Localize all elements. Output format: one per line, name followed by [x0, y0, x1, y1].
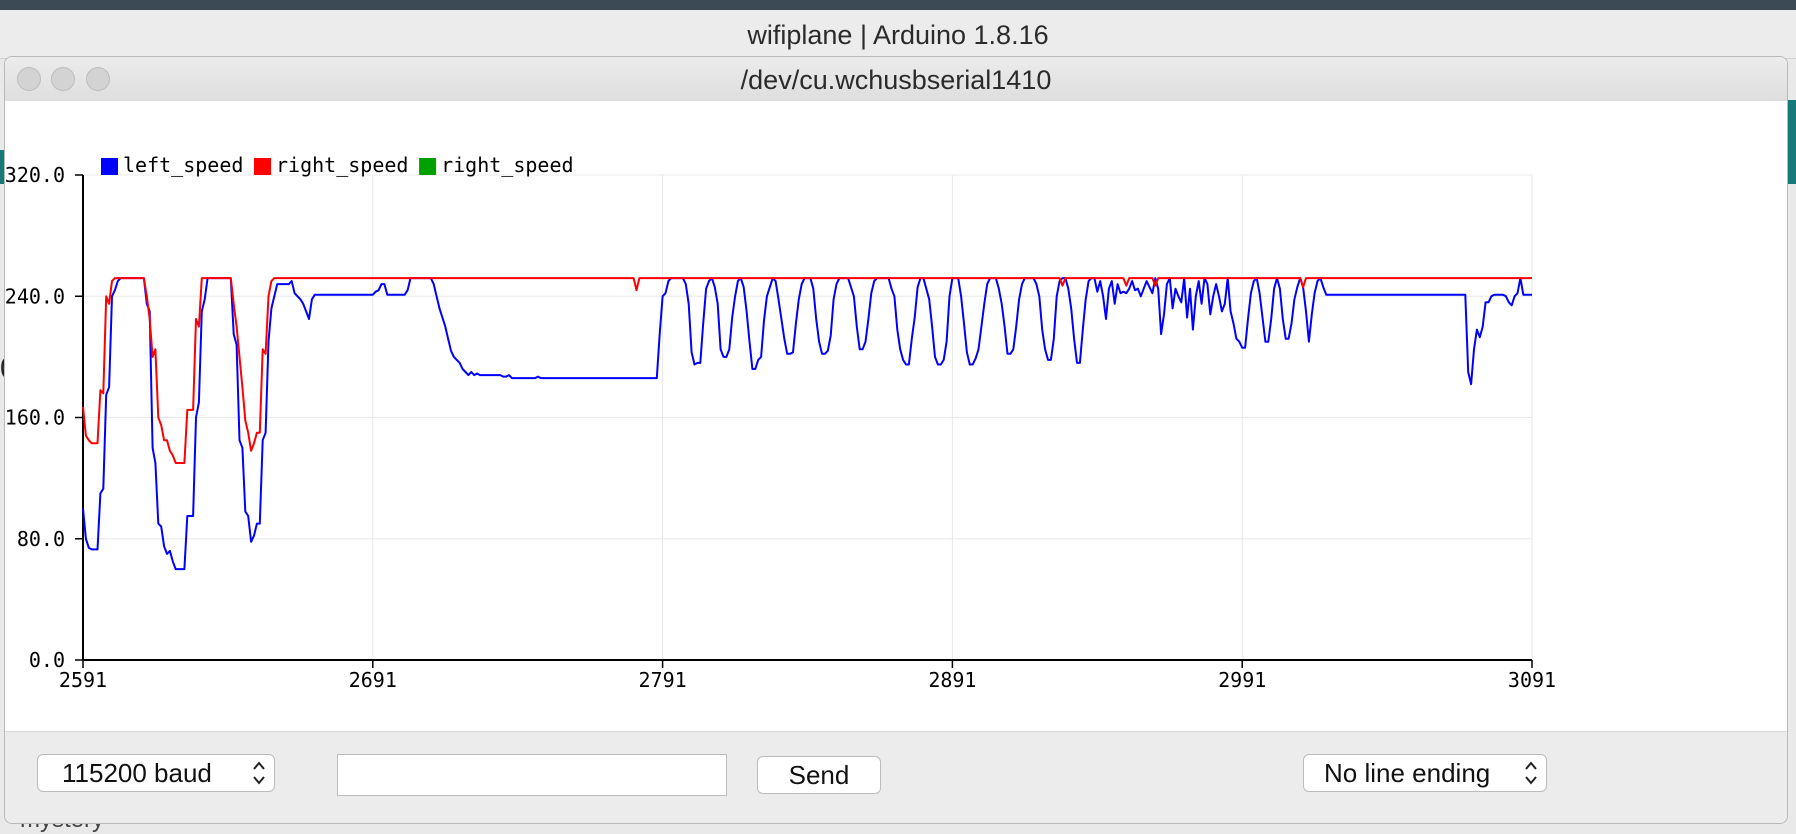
y-tick-label: 320.0 — [5, 163, 65, 187]
up-down-chevron-icon — [1525, 761, 1537, 785]
x-tick-label: 2891 — [928, 668, 976, 692]
y-tick-label: 0.0 — [29, 648, 65, 672]
serial-message-input[interactable] — [337, 754, 727, 796]
series-line-right_speed — [82, 277, 1532, 464]
legend-label-left_speed: left_speed — [123, 153, 243, 177]
series-line-left_speed — [82, 277, 1532, 571]
legend-swatch-right_speed — [254, 158, 271, 175]
y-tick-label: 160.0 — [5, 406, 65, 430]
serial-plotter-window: /dev/cu.wchusbserial1410 2591 2691 2791 289… — [4, 56, 1788, 824]
line-ending-value: No line ending — [1324, 758, 1491, 788]
arduino-window-titlebar: wifiplane | Arduino 1.8.16 — [0, 10, 1796, 59]
background-window-edge-right — [1788, 100, 1796, 184]
baud-rate-select[interactable]: 115200 baud — [37, 754, 275, 792]
x-tick-label: 2591 — [59, 668, 107, 692]
legend-swatch-left_speed — [101, 158, 118, 175]
system-menu-bar — [0, 0, 1796, 10]
background-window-edge-left — [0, 150, 6, 184]
send-button[interactable]: Send — [757, 756, 881, 794]
plot-area: 2591 2691 2791 2891 2991 3091 0.0 80.0 160.0 240.… — [5, 101, 1787, 731]
x-tick-label: 2991 — [1218, 668, 1266, 692]
x-tick-label: 2791 — [639, 668, 687, 692]
up-down-chevron-icon — [253, 761, 265, 785]
y-tick-label: 80.0 — [17, 527, 65, 551]
legend-swatch-right_speed — [419, 158, 437, 175]
arduino-window-title: wifiplane | Arduino 1.8.16 — [747, 20, 1049, 50]
baud-rate-value: 115200 baud — [62, 758, 212, 788]
legend-label-right_speed: right_speed — [276, 153, 408, 177]
serial-port-title: /dev/cu.wchusbserial1410 — [740, 65, 1052, 95]
line-chart: 2591 2691 2791 2891 2991 3091 0.0 80.0 160.0 240.… — [5, 153, 1556, 692]
legend-label-right_speed: right_speed — [441, 153, 573, 177]
minimize-window-button[interactable] — [51, 67, 75, 91]
y-tick-label: 240.0 — [5, 284, 65, 308]
line-ending-select[interactable]: No line ending — [1303, 754, 1547, 792]
close-window-button[interactable] — [17, 67, 41, 91]
zoom-window-button[interactable] — [86, 67, 110, 91]
x-tick-label: 3091 — [1508, 668, 1556, 692]
controls-bar: 115200 baud Send No line ending — [5, 731, 1787, 823]
x-tick-label: 2691 — [349, 668, 397, 692]
serial-plotter-titlebar[interactable]: /dev/cu.wchusbserial1410 — [5, 57, 1787, 102]
